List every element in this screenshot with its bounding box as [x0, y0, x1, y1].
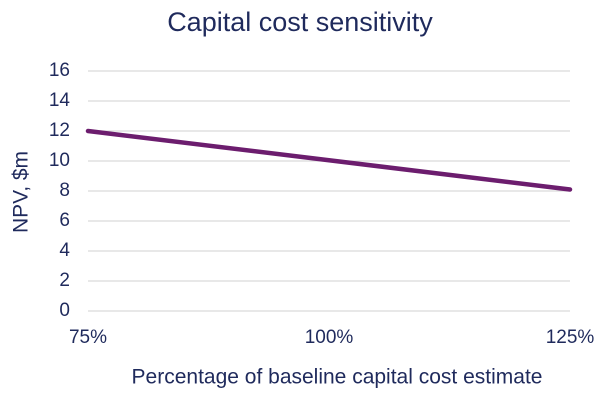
x-tick-label: 125% [546, 327, 595, 348]
x-axis-label: Percentage of baseline capital cost esti… [132, 366, 543, 389]
y-tick-label: 6 [59, 210, 70, 231]
x-tick-label: 100% [305, 327, 354, 348]
y-tick-label: 16 [49, 60, 70, 81]
y-tick-label: 0 [59, 300, 70, 321]
y-tick-label: 14 [49, 90, 71, 111]
y-axis-label: NPV, $m [10, 151, 33, 233]
y-tick-label: 10 [49, 150, 70, 171]
y-tick-label: 4 [59, 240, 70, 261]
data-line [85, 128, 573, 192]
y-tick-label: 12 [49, 120, 70, 141]
y-tick-label: 8 [59, 180, 70, 201]
chart-title: Capital cost sensitivity [167, 7, 433, 37]
x-tick-label: 75% [69, 327, 107, 348]
y-tick-label: 2 [59, 270, 70, 291]
